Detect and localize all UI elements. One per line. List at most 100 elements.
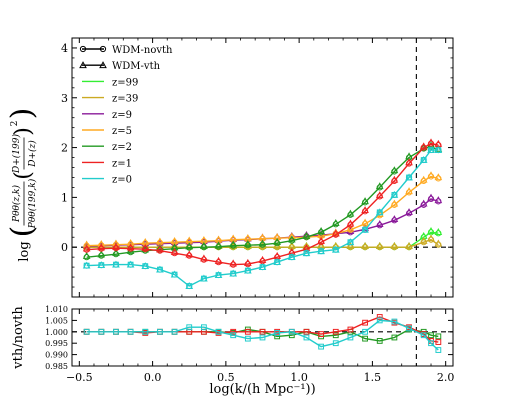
- ylabel-prefix: log: [17, 241, 32, 261]
- data-point: [83, 262, 90, 269]
- data-point: [142, 328, 149, 335]
- data-point: [200, 275, 207, 282]
- data-point-vth: [390, 215, 399, 222]
- data-point: [259, 334, 266, 341]
- data-point: [230, 332, 237, 339]
- data-point-vth: [97, 243, 106, 251]
- data-point-vth: [375, 220, 384, 227]
- data-point-vth: [434, 228, 443, 235]
- data-point-vth: [434, 239, 443, 247]
- main-y-axis-label: log(Pθθ(z,k) Pθθ(199,k)(D+(199) D+(z))2): [5, 108, 40, 262]
- data-point-vth: [317, 227, 325, 234]
- data-point: [362, 319, 368, 326]
- data-point: [332, 328, 339, 335]
- data-point: [230, 328, 237, 335]
- data-point: [376, 314, 383, 320]
- data-point: [98, 262, 105, 269]
- data-point-vth: [243, 258, 252, 266]
- data-point: [332, 332, 339, 339]
- data-point: [83, 328, 90, 335]
- legend-marker: [99, 45, 107, 53]
- data-point-vth: [405, 241, 413, 249]
- data-point: [428, 147, 434, 153]
- data-point-vth: [156, 237, 164, 245]
- legend-entry: z=99: [82, 77, 138, 88]
- ylabel-fraction: Pθθ(z,k) Pθθ(199,k): [11, 178, 38, 229]
- series-line: [86, 142, 439, 266]
- data-point: [420, 157, 427, 163]
- main-panel: 0 1 2 3 4 WDM-novth WDM-vth z=99 z=39 z=9 z=5 z=2 z=…: [61, 37, 454, 298]
- data-point-vth: [390, 199, 399, 207]
- data-point: [157, 328, 163, 335]
- plot-frame: [71, 308, 454, 367]
- legend-marker: [99, 61, 107, 69]
- ylabel-paren: ): [5, 108, 40, 120]
- data-point-vth: [82, 251, 91, 259]
- data-point-vth: [273, 237, 282, 245]
- data-point-vth: [141, 243, 150, 251]
- ylabel-exponent: 2: [10, 121, 20, 127]
- ylabel-paren: (: [11, 171, 36, 180]
- legend-entry: WDM-novth: [79, 45, 173, 56]
- legend-label: WDM-novth: [112, 45, 173, 56]
- data-point-vth: [287, 235, 296, 243]
- data-point-vth: [390, 241, 399, 249]
- data-point: [435, 147, 442, 153]
- x-axis-title: log(k/(h Mpc⁻¹)): [209, 382, 315, 397]
- data-point: [230, 270, 237, 277]
- data-point: [157, 266, 163, 273]
- data-point: [288, 328, 295, 335]
- legend-label: z=0: [112, 175, 132, 186]
- data-point-vth: [434, 144, 443, 152]
- data-point-vth: [427, 234, 435, 242]
- x-tick-label: −0.5: [66, 371, 93, 384]
- x-tick-label: 1.5: [364, 371, 382, 384]
- legend-marker: [79, 61, 87, 69]
- legend-label: z=9: [112, 110, 132, 121]
- data-point-vth: [361, 197, 369, 205]
- data-point-vth: [287, 232, 296, 240]
- data-point-vth: [170, 236, 179, 244]
- data-point-vth: [346, 241, 355, 249]
- legend-label: z=99: [112, 77, 138, 88]
- data-point: [288, 332, 295, 339]
- data-point-vth: [346, 209, 355, 217]
- legend-marker: [79, 45, 87, 53]
- data-point: [142, 263, 149, 270]
- data-point: [127, 328, 134, 335]
- data-point: [362, 226, 368, 233]
- data-point: [347, 334, 354, 341]
- data-point: [347, 239, 354, 246]
- legend-entry: z=5: [82, 126, 132, 137]
- data-point: [332, 246, 339, 253]
- data-point-vth: [258, 239, 267, 247]
- data-point-vth: [375, 191, 384, 199]
- data-point: [318, 343, 325, 350]
- data-point: [244, 328, 251, 335]
- data-point-vth: [214, 256, 223, 264]
- data-point: [171, 328, 178, 335]
- data-point-vth: [331, 229, 340, 237]
- ratio-panel: −0.5 0.0 0.5 1.0 1.5 2.0 0.985 0.990 0.995 1.000 1…: [45, 305, 454, 384]
- data-point: [274, 259, 281, 266]
- ylabel-paren: ): [11, 127, 36, 136]
- data-point-vth: [126, 243, 135, 251]
- x-tick-label: 1.0: [290, 371, 308, 384]
- ylabel-den: D+(z): [27, 140, 38, 168]
- data-point-vth: [419, 236, 428, 244]
- data-point: [391, 318, 398, 325]
- y-tick-label: 1.005: [45, 316, 68, 325]
- ylabel-num: D+(199): [11, 134, 22, 174]
- data-point-vth: [243, 239, 252, 247]
- data-point-vth: [112, 248, 120, 256]
- legend-entry: z=39: [82, 94, 138, 105]
- data-point: [391, 191, 398, 198]
- data-point-vth: [317, 236, 325, 244]
- data-point-vth: [405, 187, 413, 195]
- data-point: [186, 324, 193, 331]
- legend-label: z=5: [112, 126, 132, 137]
- data-point: [244, 335, 251, 342]
- legend-label: z=2: [112, 142, 132, 153]
- data-point: [428, 332, 434, 339]
- ratio-y-axis-label: vth/novth: [11, 306, 26, 370]
